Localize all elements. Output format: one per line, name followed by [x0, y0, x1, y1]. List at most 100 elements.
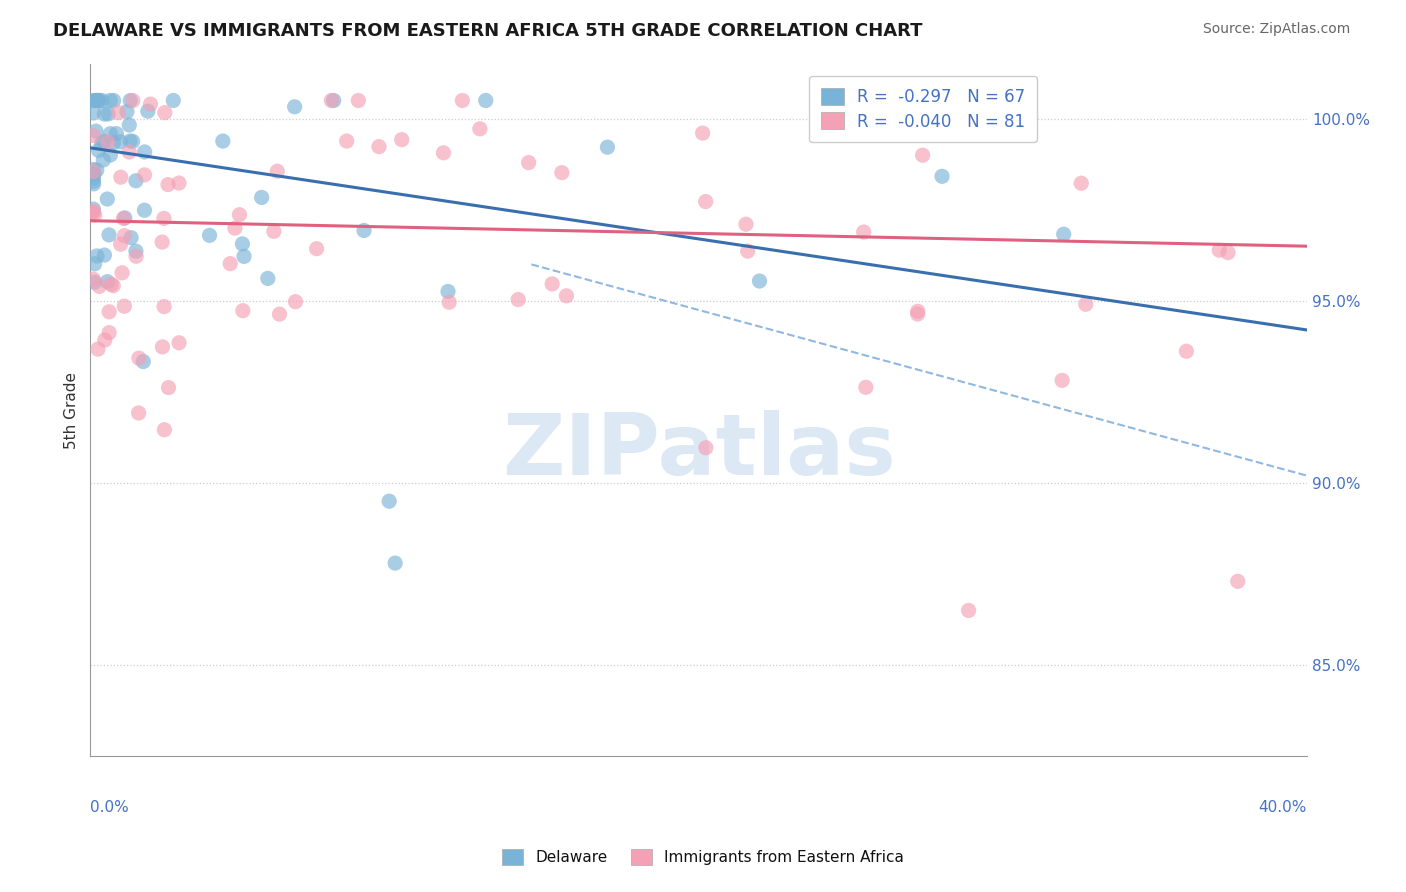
Point — [103, 94, 125, 108]
Point — [98, 305, 121, 319]
Point — [93, 135, 115, 149]
Point — [87, 94, 110, 108]
Point — [517, 155, 540, 169]
Point — [748, 274, 770, 288]
Point — [1074, 297, 1097, 311]
Point — [432, 145, 454, 160]
Point — [84, 124, 107, 138]
Point — [83, 275, 105, 289]
Point — [907, 307, 929, 321]
Point — [167, 176, 190, 190]
Point — [82, 202, 104, 216]
Point — [112, 299, 135, 313]
Text: ZIPatlas: ZIPatlas — [502, 410, 896, 493]
Point — [692, 126, 714, 140]
Point — [112, 211, 135, 226]
Point — [322, 94, 344, 108]
Point — [105, 127, 128, 141]
Point — [139, 97, 162, 112]
Point — [134, 145, 156, 159]
Point — [120, 230, 142, 244]
Point — [121, 94, 143, 108]
Legend: Delaware, Immigrants from Eastern Africa: Delaware, Immigrants from Eastern Africa — [496, 843, 910, 871]
Point — [82, 94, 104, 108]
Point — [855, 380, 877, 394]
Point — [1226, 574, 1249, 589]
Text: DELAWARE VS IMMIGRANTS FROM EASTERN AFRICA 5TH GRADE CORRELATION CHART: DELAWARE VS IMMIGRANTS FROM EASTERN AFRI… — [53, 22, 922, 40]
Point — [103, 136, 125, 150]
Y-axis label: 5th Grade: 5th Grade — [65, 372, 79, 449]
Point — [134, 168, 156, 182]
Point — [114, 228, 136, 243]
Point — [1053, 227, 1076, 242]
Point — [437, 285, 460, 299]
Point — [93, 107, 115, 121]
Point — [931, 169, 953, 184]
Point — [336, 134, 359, 148]
Point — [82, 205, 104, 219]
Point — [305, 242, 328, 256]
Point — [82, 162, 104, 177]
Point — [110, 135, 132, 149]
Point — [125, 244, 148, 259]
Point — [250, 190, 273, 204]
Point — [83, 177, 105, 191]
Point — [86, 94, 108, 108]
Point — [82, 128, 104, 143]
Point — [266, 164, 288, 178]
Point — [321, 94, 343, 108]
Point — [1208, 244, 1230, 258]
Point — [468, 121, 491, 136]
Point — [153, 423, 176, 437]
Point — [87, 94, 110, 108]
Point — [153, 211, 176, 226]
Point — [82, 164, 104, 178]
Point — [737, 244, 759, 259]
Point — [110, 170, 132, 185]
Point — [162, 94, 184, 108]
Point — [118, 145, 141, 159]
Point — [100, 277, 122, 292]
Point — [82, 272, 104, 286]
Point — [284, 100, 307, 114]
Point — [98, 326, 121, 340]
Point — [100, 148, 122, 162]
Point — [84, 94, 107, 108]
Point — [103, 278, 125, 293]
Point — [437, 295, 460, 310]
Point — [93, 248, 115, 262]
Point — [353, 223, 375, 237]
Point — [882, 94, 904, 108]
Point — [115, 104, 138, 119]
Point — [86, 249, 108, 263]
Point — [132, 354, 155, 368]
Point — [167, 335, 190, 350]
Point — [153, 300, 176, 314]
Text: 40.0%: 40.0% — [1258, 800, 1308, 815]
Point — [911, 148, 934, 162]
Point — [91, 153, 114, 167]
Point — [82, 171, 104, 186]
Point — [541, 277, 564, 291]
Point — [256, 271, 278, 285]
Point — [86, 163, 108, 178]
Point — [152, 340, 174, 354]
Point — [121, 134, 143, 148]
Point — [157, 381, 180, 395]
Point — [91, 94, 114, 108]
Point — [82, 106, 104, 120]
Point — [391, 133, 413, 147]
Point — [695, 194, 717, 209]
Point — [384, 556, 406, 570]
Point — [211, 134, 233, 148]
Point — [82, 174, 104, 188]
Point — [269, 307, 291, 321]
Point — [1070, 176, 1092, 190]
Point — [97, 107, 120, 121]
Point — [957, 603, 980, 617]
Point — [120, 94, 142, 108]
Point — [83, 167, 105, 181]
Point — [198, 228, 221, 243]
Point — [90, 136, 112, 150]
Point — [84, 94, 107, 108]
